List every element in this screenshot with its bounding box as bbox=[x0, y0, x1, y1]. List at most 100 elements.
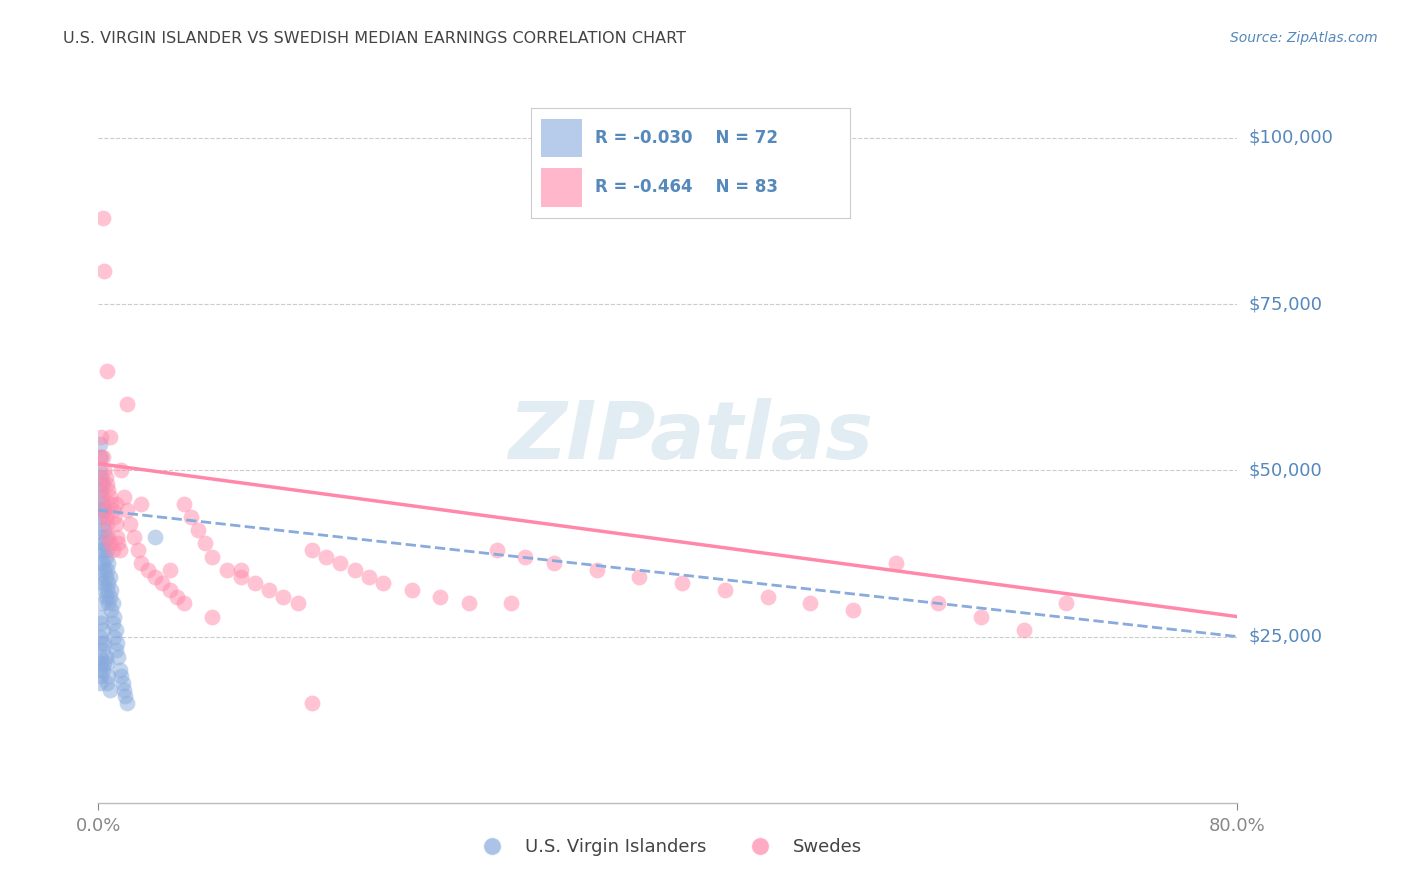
Point bbox=[273, 590, 295, 604]
Point bbox=[93, 582, 115, 597]
Point bbox=[129, 497, 152, 511]
Point bbox=[756, 590, 779, 604]
Text: $100,000: $100,000 bbox=[1249, 128, 1333, 147]
Point bbox=[90, 470, 112, 484]
Point bbox=[111, 676, 134, 690]
Point bbox=[103, 509, 125, 524]
Point bbox=[457, 596, 479, 610]
Point bbox=[93, 656, 115, 670]
Point bbox=[97, 596, 120, 610]
Point bbox=[100, 497, 122, 511]
Point bbox=[90, 430, 112, 444]
Point bbox=[152, 576, 174, 591]
Point bbox=[97, 576, 120, 591]
Point bbox=[104, 516, 127, 531]
Point bbox=[97, 669, 120, 683]
Point bbox=[89, 463, 111, 477]
Point bbox=[1012, 623, 1035, 637]
Point bbox=[94, 549, 117, 564]
Point bbox=[229, 570, 252, 584]
Point bbox=[91, 643, 114, 657]
Point bbox=[91, 623, 114, 637]
Point bbox=[98, 682, 121, 697]
Point bbox=[799, 596, 821, 610]
Point bbox=[90, 656, 112, 670]
Point bbox=[501, 596, 523, 610]
Point bbox=[91, 476, 114, 491]
Point bbox=[259, 582, 281, 597]
Point bbox=[229, 563, 252, 577]
Point bbox=[91, 596, 114, 610]
Point bbox=[129, 557, 152, 571]
Point bbox=[243, 576, 266, 591]
Point bbox=[91, 663, 114, 677]
Point bbox=[105, 530, 128, 544]
Point bbox=[108, 543, 131, 558]
Point bbox=[714, 582, 737, 597]
Point bbox=[107, 649, 129, 664]
Point bbox=[97, 557, 120, 571]
Point bbox=[89, 503, 111, 517]
Point bbox=[98, 590, 121, 604]
Point bbox=[89, 450, 111, 464]
Point bbox=[94, 570, 117, 584]
Point bbox=[96, 543, 118, 558]
Point bbox=[94, 530, 117, 544]
Point bbox=[110, 669, 132, 683]
Point bbox=[194, 536, 217, 550]
Point bbox=[90, 509, 112, 524]
Point bbox=[145, 570, 167, 584]
Point bbox=[166, 590, 188, 604]
Point bbox=[90, 450, 112, 464]
Point bbox=[91, 450, 114, 464]
Point bbox=[114, 690, 136, 704]
Point bbox=[107, 536, 129, 550]
Text: $25,000: $25,000 bbox=[1249, 628, 1323, 646]
Point bbox=[94, 649, 117, 664]
Point bbox=[91, 536, 114, 550]
Point bbox=[1056, 596, 1078, 610]
Point bbox=[115, 503, 138, 517]
Point bbox=[357, 570, 380, 584]
Point bbox=[115, 397, 138, 411]
Point bbox=[122, 530, 145, 544]
Point bbox=[429, 590, 451, 604]
Point bbox=[108, 663, 131, 677]
Point bbox=[90, 570, 112, 584]
Point bbox=[89, 609, 111, 624]
Point bbox=[315, 549, 337, 564]
Point bbox=[98, 430, 121, 444]
Point bbox=[90, 669, 112, 683]
Text: ZIPatlas: ZIPatlas bbox=[508, 398, 873, 476]
Point bbox=[159, 582, 181, 597]
Point bbox=[89, 663, 111, 677]
Point bbox=[90, 490, 112, 504]
Text: Source: ZipAtlas.com: Source: ZipAtlas.com bbox=[1230, 31, 1378, 45]
Point bbox=[343, 563, 366, 577]
Point bbox=[970, 609, 993, 624]
Point bbox=[96, 516, 118, 531]
Point bbox=[118, 516, 141, 531]
Point bbox=[103, 630, 125, 644]
Point bbox=[373, 576, 395, 591]
Point bbox=[329, 557, 352, 571]
Point bbox=[96, 476, 118, 491]
Point bbox=[93, 503, 115, 517]
Point bbox=[628, 570, 651, 584]
Legend: U.S. Virgin Islanders, Swedes: U.S. Virgin Islanders, Swedes bbox=[467, 830, 869, 863]
Point bbox=[98, 536, 121, 550]
Point bbox=[98, 490, 121, 504]
Point bbox=[515, 549, 537, 564]
Point bbox=[91, 516, 114, 531]
Point bbox=[90, 636, 112, 650]
Point bbox=[301, 543, 323, 558]
Point bbox=[115, 696, 138, 710]
Point bbox=[93, 563, 115, 577]
Point bbox=[104, 497, 127, 511]
Point bbox=[112, 682, 135, 697]
Point bbox=[112, 490, 135, 504]
Point bbox=[486, 543, 509, 558]
Text: $75,000: $75,000 bbox=[1249, 295, 1323, 313]
Point bbox=[585, 563, 607, 577]
Point bbox=[94, 590, 117, 604]
